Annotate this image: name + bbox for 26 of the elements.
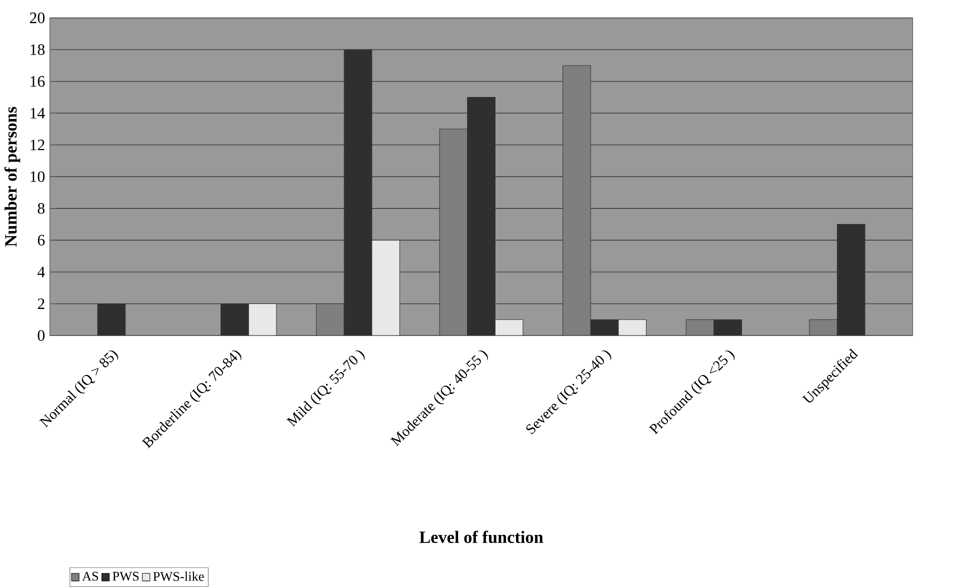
y-tick-label: 8 — [38, 203, 45, 214]
y-tick-label: 10 — [30, 171, 45, 182]
bar — [316, 303, 344, 336]
bar — [686, 319, 714, 336]
bar — [618, 319, 646, 336]
legend-label: PWS — [112, 572, 139, 581]
legend-label: PWS-like — [153, 572, 204, 581]
y-tick-label: 2 — [38, 298, 44, 309]
bar — [809, 319, 838, 336]
y-tick-label: 12 — [30, 140, 44, 150]
bar — [562, 65, 591, 336]
x-axis-title: Level of function — [419, 530, 544, 544]
y-axis-title: Number of persons — [4, 106, 20, 247]
y-tick-label: 18 — [30, 44, 45, 55]
bar — [494, 319, 524, 336]
legend-label: AS — [82, 572, 98, 581]
y-tick-label: 16 — [30, 76, 45, 87]
bar — [97, 303, 126, 336]
y-tick-label: 6 — [38, 234, 45, 246]
bar — [248, 303, 277, 336]
y-tick-label: 0 — [38, 330, 45, 341]
y-tick-label: 4 — [38, 266, 45, 278]
bar — [439, 128, 468, 336]
bar — [372, 240, 400, 336]
y-tick-label: 20 — [30, 12, 45, 24]
y-tick-label: 14 — [30, 108, 45, 118]
